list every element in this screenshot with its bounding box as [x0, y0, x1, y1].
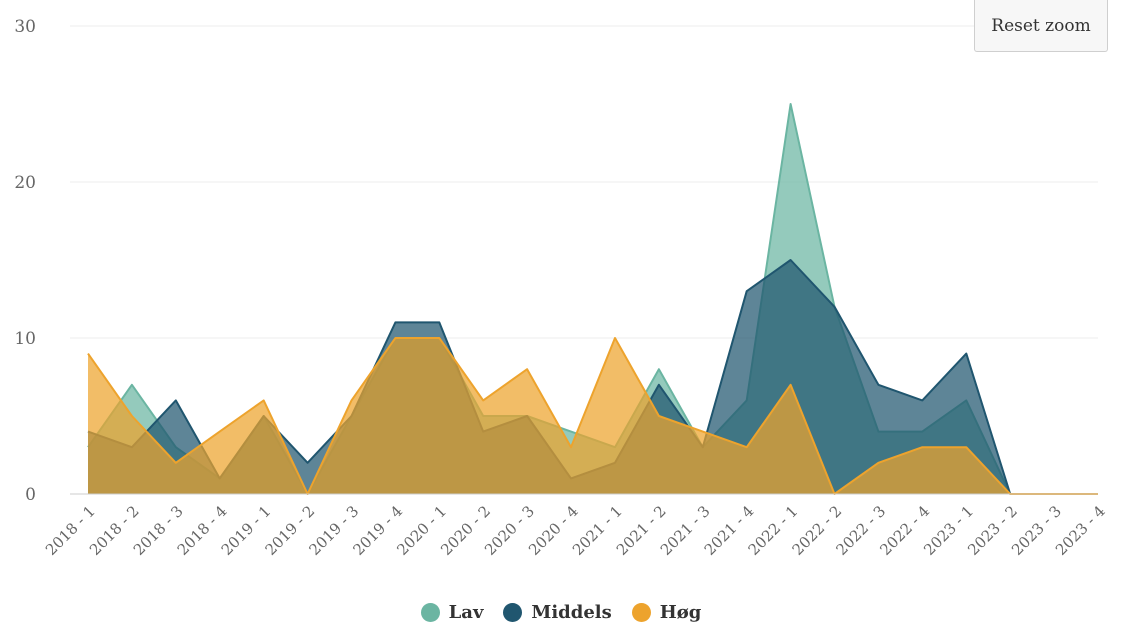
legend-label-lav: Lav [448, 602, 484, 623]
legend-label-hog: Høg [659, 602, 702, 623]
legend-dot-lav [420, 603, 440, 622]
gridlines [70, 25, 1098, 339]
series-areas [87, 103, 1098, 495]
line-høg [87, 337, 1098, 495]
y-tick-label: 0 [25, 485, 36, 505]
reset-zoom-button[interactable]: Reset zoom [974, 0, 1108, 52]
y-axis-ticks: 0 10 20 30 [14, 17, 36, 505]
legend-item-lav[interactable]: Lav [420, 602, 484, 623]
y-tick-label: 30 [14, 17, 36, 37]
y-tick-label: 10 [14, 329, 36, 349]
y-tick-label: 20 [14, 173, 36, 193]
legend-item-hog[interactable]: Høg [631, 602, 702, 623]
legend-dot-hog [631, 603, 651, 622]
legend: Lav Middels Høg [0, 602, 1122, 623]
legend-label-middels: Middels [531, 602, 612, 623]
area-høg [88, 338, 1098, 494]
legend-dot-middels [503, 603, 523, 622]
legend-item-middels[interactable]: Middels [503, 602, 612, 623]
